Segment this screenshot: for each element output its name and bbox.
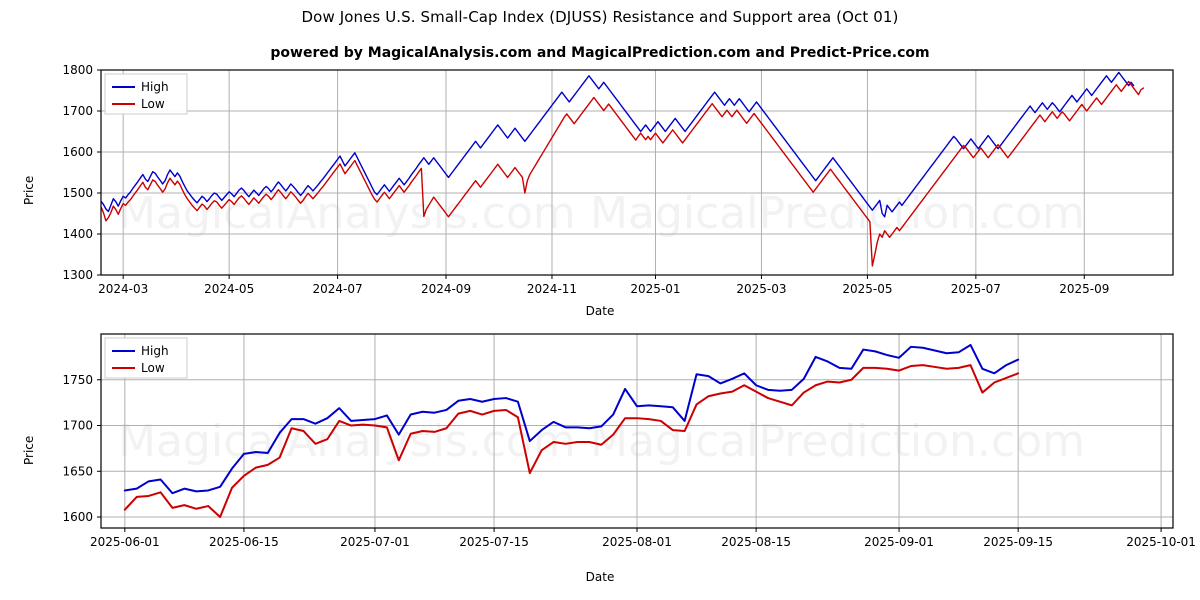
x-tick-label: 2025-03 <box>736 282 786 296</box>
legend[interactable]: High Low <box>104 337 188 379</box>
x-tick-label: 2025-06-15 <box>209 535 279 546</box>
y-tick-label: 1700 <box>62 104 93 118</box>
series-line-low <box>123 364 1020 519</box>
x-tick-label: 2025-07-15 <box>459 535 529 546</box>
y-tick-label: 1800 <box>62 63 93 77</box>
x-tick-label: 2025-09-15 <box>983 535 1053 546</box>
x-tick-label: 2025-08-15 <box>721 535 791 546</box>
overview-x-axis-label: Date <box>585 304 615 318</box>
overview-y-axis-label: Price <box>22 175 36 205</box>
x-tick-label: 2025-09 <box>1059 282 1109 296</box>
x-tick-label: 2024-07 <box>313 282 363 296</box>
x-tick-label: 2024-05 <box>204 282 254 296</box>
detail-chart-svg: MagicalAnalysis.com MagicalPrediction.com… <box>62 333 1196 546</box>
y-tick-label: 1500 <box>62 186 93 200</box>
y-tick-label: 1700 <box>62 419 93 433</box>
legend-label-high: High <box>141 344 169 358</box>
x-tick-label: 2025-01 <box>630 282 680 296</box>
watermark-text: MagicalPrediction.com <box>590 188 1085 239</box>
legend-background <box>104 73 188 115</box>
x-tick-label: 2025-10-01 <box>1126 535 1196 546</box>
series-line-high <box>101 71 1135 218</box>
x-tick-label: 2024-09 <box>421 282 471 296</box>
page-subtitle: powered by MagicalAnalysis.com and Magic… <box>270 45 930 61</box>
legend-label-low: Low <box>141 97 165 111</box>
x-tick-label: 2025-07-01 <box>340 535 410 546</box>
y-tick-label: 1650 <box>62 464 93 478</box>
x-tick-label: 2025-06-01 <box>90 535 160 546</box>
x-tick-label: 2025-09-01 <box>864 535 934 546</box>
overview-chart: MagicalAnalysis.com MagicalPrediction.com… <box>0 60 1200 320</box>
x-tick-label: 2024-11 <box>527 282 577 296</box>
overview-chart-svg: MagicalAnalysis.com MagicalPrediction.com… <box>62 63 1174 296</box>
y-tick-label: 1600 <box>62 510 93 524</box>
y-tick-label: 1300 <box>62 268 93 282</box>
detail-chart: MagicalAnalysis.com MagicalPrediction.com… <box>0 326 1200 546</box>
detail-x-axis-label: Date <box>585 570 615 584</box>
y-tick-label: 1750 <box>62 373 93 387</box>
legend-background <box>104 337 188 379</box>
x-tick-label: 2024-03 <box>98 282 148 296</box>
series-line-low <box>101 80 1145 267</box>
x-tick-label: 2025-07 <box>951 282 1001 296</box>
y-tick-label: 1400 <box>62 227 93 241</box>
x-tick-label: 2025-08-01 <box>602 535 672 546</box>
detail-y-axis-label: Price <box>22 435 36 465</box>
legend-label-high: High <box>141 80 169 94</box>
page-title: Dow Jones U.S. Small-Cap Index (DJUSS) R… <box>301 8 899 26</box>
x-tick-label: 2025-05 <box>842 282 892 296</box>
watermark-text: MagicalAnalysis.com <box>118 188 576 239</box>
legend[interactable]: High Low <box>104 73 188 115</box>
series-line-high <box>123 343 1020 495</box>
watermark-text: MagicalPrediction.com <box>590 416 1085 467</box>
legend-label-low: Low <box>141 361 165 375</box>
plot-frame <box>100 69 1174 276</box>
y-tick-label: 1600 <box>62 145 93 159</box>
